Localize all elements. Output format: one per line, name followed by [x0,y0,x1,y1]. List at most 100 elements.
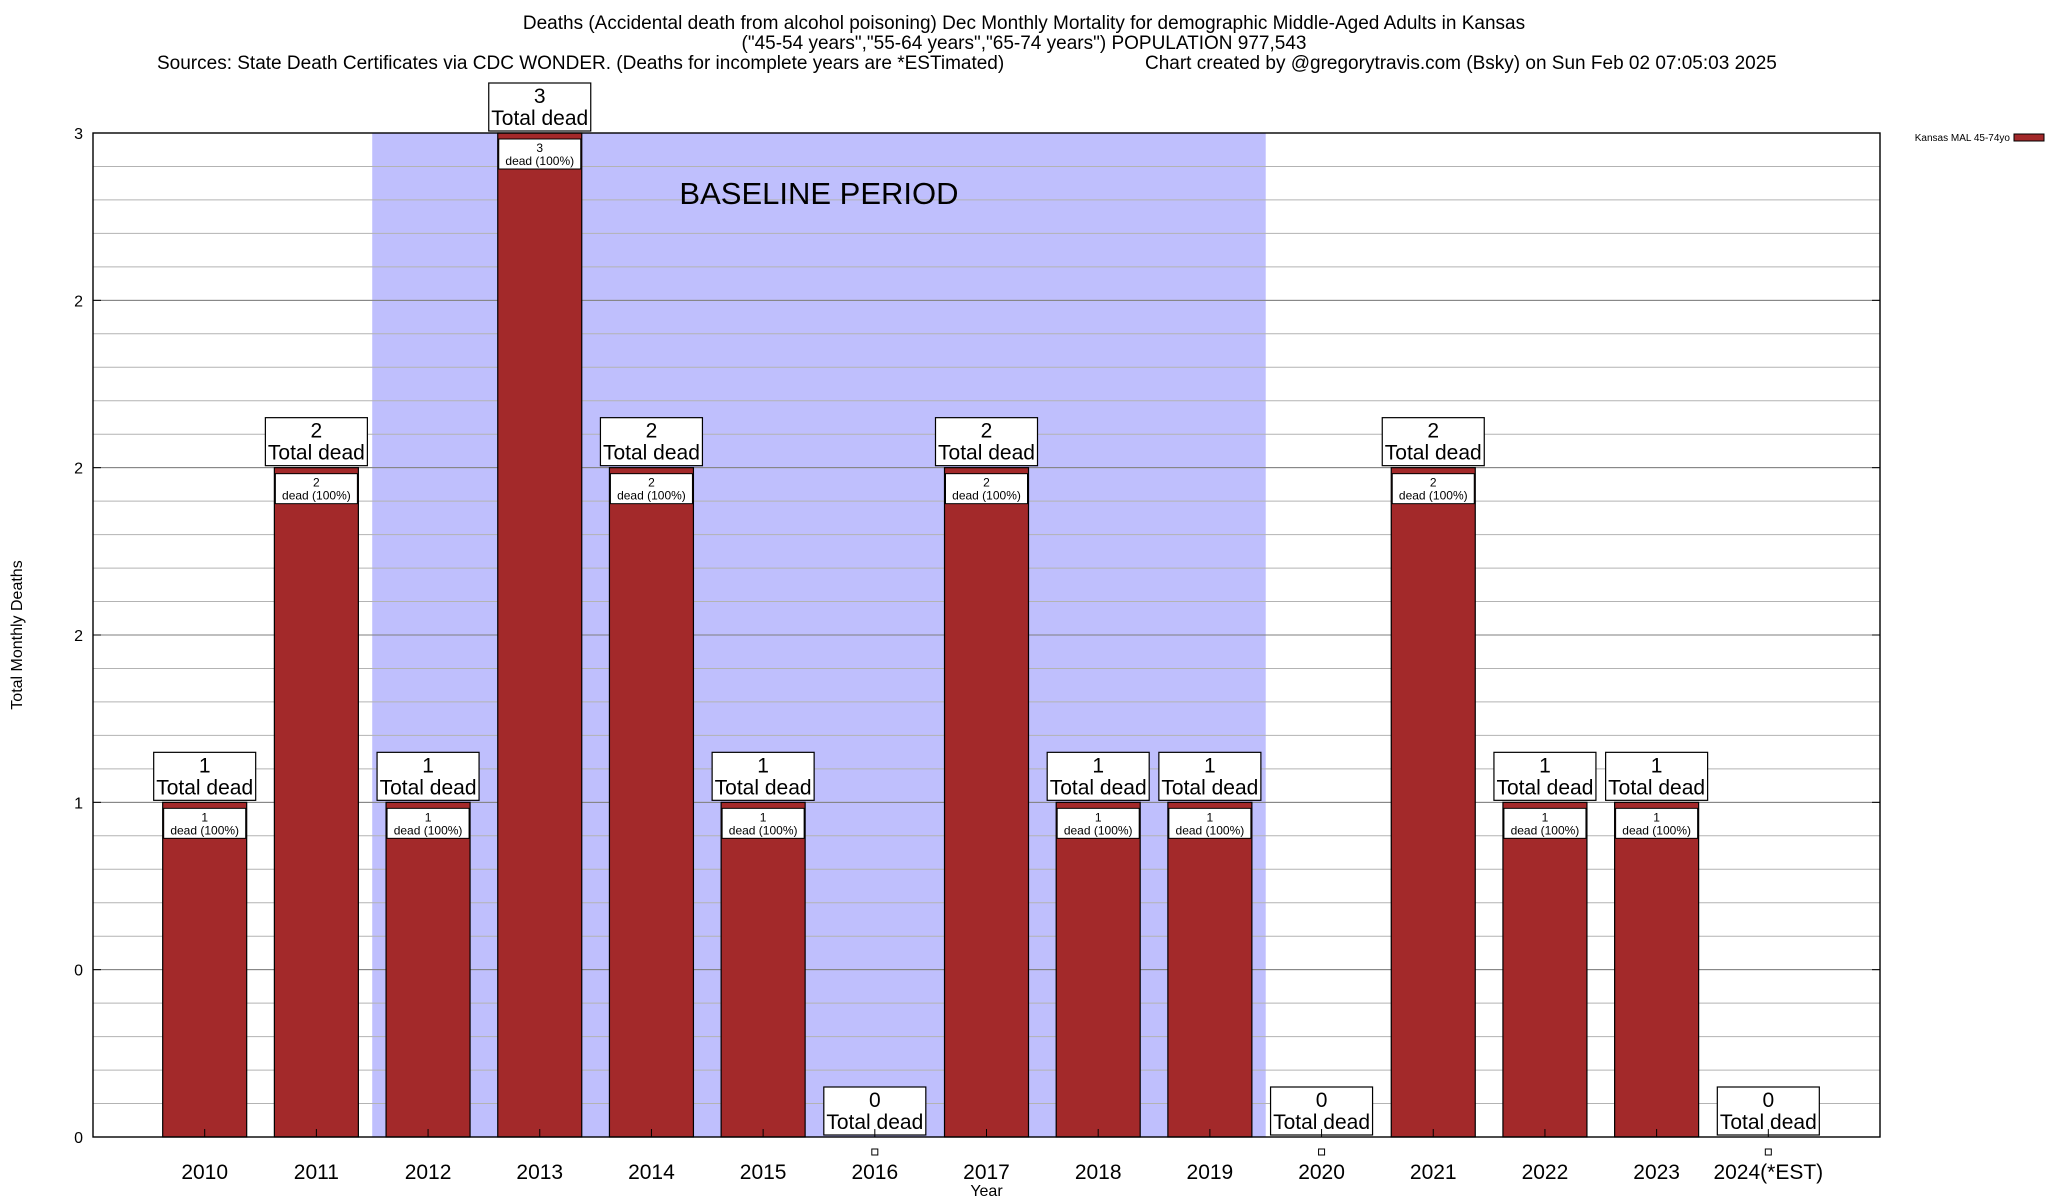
bar-2014 [608,467,695,1138]
total-label-value: 3 [534,85,546,108]
chart-credit: Chart created by @gregorytravis.com (Bsk… [1145,53,1777,74]
total-label-box [711,751,815,801]
bar-2011 [273,467,359,1138]
total-label-box [264,417,368,467]
total-label-box [934,417,1039,467]
total-label-text: Total dead [156,776,253,799]
inner-label-box [274,473,358,505]
inner-label-text: dead (100%) [1399,489,1468,503]
x-tick-label-2016: 2016 [851,1161,898,1184]
inner-label-value: 2 [1430,476,1437,490]
legend-label: Kansas MAL 45-74yo [1915,133,2011,144]
inner-label-box [1391,473,1475,505]
total-label-text: Total dead [603,442,700,465]
inner-label-text: dead (100%) [729,823,798,837]
y-tick-label: 0 [74,963,83,980]
total-label-text: Total dead [268,442,365,465]
total-label-text: Total dead [380,776,477,799]
inner-label-value: 1 [1653,810,1660,824]
x-tick-label-2019: 2019 [1187,1161,1234,1184]
total-label-text: Total dead [1161,776,1258,799]
x-tick-label-2023: 2023 [1633,1161,1680,1184]
legend-swatch [2013,133,2045,142]
total-label-value: 0 [1316,1089,1328,1112]
inner-label-box [1615,807,1699,839]
inner-label-text: dead (100%) [282,489,351,503]
inner-label-value: 1 [760,810,767,824]
baseline-period-annotation: BASELINE PERIOD [679,176,958,211]
x-tick-label-2012: 2012 [405,1161,452,1184]
total-label-text: Total dead [938,442,1035,465]
total-label-value: 1 [199,754,211,777]
total-label-value: 1 [1092,754,1104,777]
x-tick-label-2011: 2011 [294,1161,339,1184]
inner-label-text: dead (100%) [617,489,686,503]
inner-label-value: 1 [1207,810,1214,824]
bar-2022 [1502,801,1588,1138]
inner-label-value: 1 [1095,810,1102,824]
total-label-box [1716,1086,1820,1136]
total-label-value: 0 [1762,1089,1774,1112]
inner-label-text: dead (100%) [1176,823,1245,837]
y-tick-label: 0 [74,1130,83,1147]
inner-label-text: dead (100%) [952,489,1021,503]
chart-sources: Sources: State Death Certificates via CD… [157,53,1005,74]
bar-2017 [943,467,1030,1138]
inner-label-box [721,807,805,839]
zero-marker [871,1148,879,1156]
total-label-value: 2 [311,420,323,443]
total-label-value: 2 [646,420,658,443]
total-label-box [1493,751,1597,801]
inner-label-text: dead (100%) [1511,823,1580,837]
total-label-box [376,751,480,801]
total-label-box [488,82,592,132]
x-tick-label-2018: 2018 [1075,1161,1122,1184]
x-tick-label-2022: 2022 [1522,1161,1569,1184]
x-tick-label-2024(*EST): 2024(*EST) [1713,1161,1823,1184]
total-label-text: Total dead [826,1111,923,1134]
inner-label-value: 2 [648,476,655,490]
inner-label-value: 2 [313,476,320,490]
inner-label-box [1056,807,1140,839]
inner-label-box [1168,807,1252,839]
inner-label-value: 1 [201,810,208,824]
inner-label-text: dead (100%) [1622,823,1691,837]
total-label-value: 1 [1204,754,1216,777]
inner-label-box [498,138,582,170]
total-label-value: 1 [757,754,769,777]
total-label-text: Total dead [1608,776,1705,799]
x-tick-label-2013: 2013 [516,1161,563,1184]
y-tick-label: 2 [74,293,83,310]
y-axis-label: Total Monthly Deaths [9,560,26,709]
inner-label-text: dead (100%) [1064,823,1133,837]
zero-marker [1764,1148,1772,1156]
total-label-box [1046,751,1150,801]
total-label-value: 1 [1539,754,1551,777]
chart-title-line-2: ("45-54 years","55-64 years","65-74 year… [741,33,1307,54]
total-label-value: 2 [1427,420,1439,443]
bar-2013 [497,132,583,1138]
total-label-box [1605,751,1709,801]
total-label-value: 1 [1651,754,1663,777]
inner-label-box [386,807,470,839]
inner-label-value: 3 [536,141,543,155]
total-label-box [1381,417,1485,467]
inner-label-box [163,807,247,839]
x-tick-label-2021: 2021 [1410,1161,1457,1184]
total-label-box [823,1086,927,1136]
bar-2015 [720,801,806,1138]
total-label-box [153,751,257,801]
inner-label-value: 1 [1542,810,1549,824]
x-tick-label-2020: 2020 [1298,1161,1345,1184]
bar-2021 [1390,467,1476,1138]
zero-marker [1318,1148,1326,1156]
inner-label-text: dead (100%) [505,154,574,168]
y-tick-label: 3 [74,126,83,143]
total-label-box [1158,751,1262,801]
inner-label-box [1503,807,1587,839]
inner-label-box [945,473,1028,505]
total-label-text: Total dead [1273,1111,1370,1134]
total-label-value: 1 [422,754,434,777]
